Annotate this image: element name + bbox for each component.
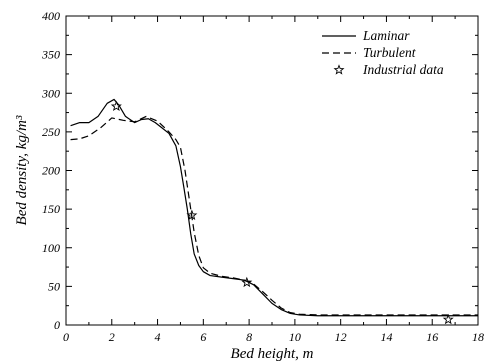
x-tick-label: 2 — [109, 330, 115, 344]
y-tick-label: 250 — [42, 125, 60, 139]
series-layer — [70, 98, 478, 325]
y-tick-label: 150 — [42, 202, 60, 216]
legend-marker-industrial — [333, 64, 345, 75]
y-tick-label: 350 — [41, 48, 60, 62]
y-tick-label: 400 — [42, 9, 60, 23]
industrial-data-point — [110, 100, 122, 112]
x-tick-label: 10 — [289, 330, 301, 344]
x-tick-label: 0 — [63, 330, 69, 344]
legend: Laminar Turbulent Industrial data — [322, 28, 444, 77]
y-axis-ticks: 0 50 100 150 200 250 300 350 400 — [41, 9, 478, 332]
y-tick-label: 100 — [42, 241, 60, 255]
turbulent-line — [70, 115, 478, 316]
y-axis-label: Bed density, kg/m³ — [14, 115, 30, 225]
x-tick-label: 14 — [380, 330, 392, 344]
industrial-data-point — [241, 276, 253, 288]
x-axis-label: Bed height, m — [231, 346, 314, 362]
x-tick-label: 4 — [155, 330, 161, 344]
y-tick-label: 300 — [41, 86, 60, 100]
x-tick-label: 8 — [246, 330, 252, 344]
x-axis-ticks: 0 2 4 6 8 10 12 14 16 18 — [63, 16, 484, 344]
legend-label: Turbulent — [363, 45, 417, 60]
y-tick-label: 0 — [54, 318, 60, 332]
industrial-data-point — [442, 313, 454, 325]
legend-label: Laminar — [362, 28, 410, 43]
legend-label: Industrial data — [362, 62, 444, 77]
laminar-line — [70, 98, 478, 317]
x-tick-label: 12 — [335, 330, 347, 344]
y-tick-label: 50 — [48, 279, 60, 293]
y-tick-label: 200 — [42, 164, 60, 178]
x-tick-label: 18 — [472, 330, 484, 344]
industrial-data-point — [186, 209, 198, 220]
x-tick-label: 6 — [200, 330, 206, 344]
x-tick-label: 16 — [426, 330, 438, 344]
